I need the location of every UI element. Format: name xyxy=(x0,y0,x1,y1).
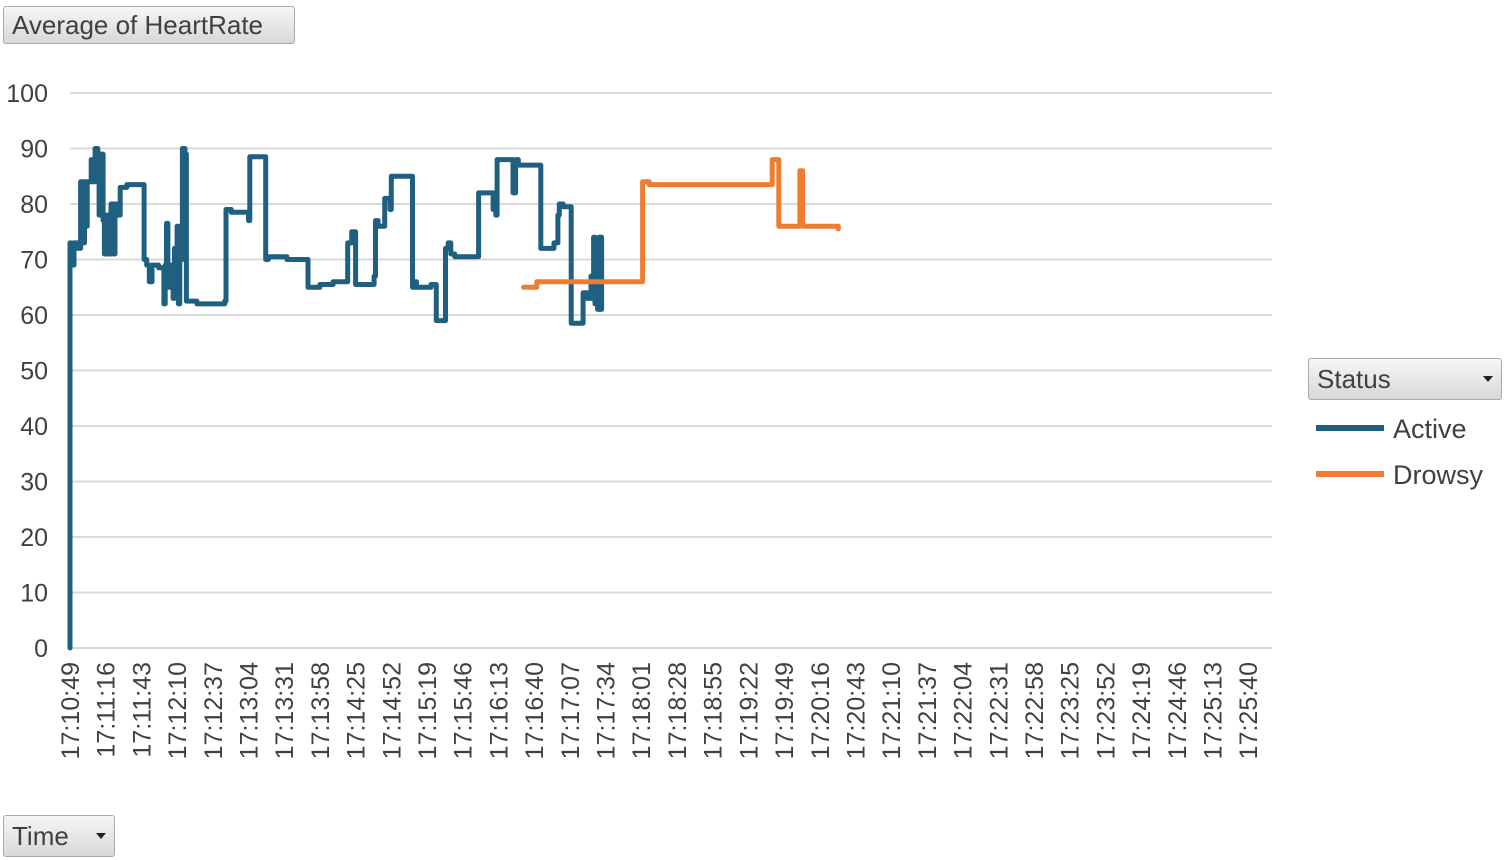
legend-label-drowsy: Drowsy xyxy=(1393,460,1484,490)
legend-label-active: Active xyxy=(1393,414,1467,444)
legend-field-button[interactable]: Status xyxy=(1308,358,1502,400)
x-tick-label: 17:18:28 xyxy=(664,662,692,759)
x-tick-label: 17:13:31 xyxy=(271,662,299,759)
legend-field-label: Status xyxy=(1317,363,1391,394)
value-field-label: Average of HeartRate xyxy=(12,9,263,40)
y-tick-label: 70 xyxy=(20,247,48,275)
y-tick-label: 50 xyxy=(20,358,48,386)
x-tick-label: 17:12:37 xyxy=(200,662,228,759)
y-tick-label: 90 xyxy=(20,136,48,164)
series-line-active xyxy=(67,146,605,651)
x-tick-label: 17:21:37 xyxy=(914,662,942,759)
legend: Active Drowsy xyxy=(1316,414,1484,490)
x-tick-label: 17:19:49 xyxy=(771,662,799,759)
x-axis-tick-labels: 17:10:49 17:11:16 17:11:43 17:12:10 17:12:37… xyxy=(57,662,1263,759)
x-tick-label: 17:14:25 xyxy=(343,662,371,759)
gridlines xyxy=(70,92,1272,649)
x-tick-label: 17:18:01 xyxy=(628,662,656,759)
x-tick-label: 17:20:43 xyxy=(842,662,870,759)
x-tick-label: 17:24:46 xyxy=(1164,662,1192,759)
y-tick-label: 30 xyxy=(20,469,48,497)
x-tick-label: 17:22:31 xyxy=(985,662,1013,759)
y-axis-tick-labels: 0 10 20 30 40 50 60 70 80 90 100 xyxy=(6,80,48,663)
dropdown-caret-icon[interactable] xyxy=(96,833,106,839)
x-tick-label: 17:23:52 xyxy=(1092,662,1120,759)
x-tick-label: 17:25:13 xyxy=(1199,662,1227,759)
x-tick-label: 17:12:10 xyxy=(164,662,192,759)
y-tick-label: 10 xyxy=(20,580,48,608)
value-field-button[interactable]: Average of HeartRate xyxy=(3,6,295,44)
axis-field-label: Time xyxy=(12,820,69,851)
x-tick-label: 17:13:04 xyxy=(236,662,264,759)
y-tick-label: 20 xyxy=(20,524,48,552)
x-tick-label: 17:17:34 xyxy=(593,662,621,759)
x-tick-label: 17:22:58 xyxy=(1021,662,1049,759)
x-tick-label: 17:18:55 xyxy=(700,662,728,759)
y-tick-label: 40 xyxy=(20,413,48,441)
y-tick-label: 100 xyxy=(6,80,48,108)
y-tick-label: 0 xyxy=(34,635,48,663)
x-tick-label: 17:10:49 xyxy=(57,662,85,759)
x-tick-label: 17:25:40 xyxy=(1235,662,1263,759)
x-tick-label: 17:11:43 xyxy=(128,662,156,757)
x-tick-label: 17:17:07 xyxy=(557,662,585,759)
x-tick-label: 17:15:19 xyxy=(414,662,442,759)
x-tick-label: 17:14:52 xyxy=(378,662,406,759)
x-tick-label: 17:22:04 xyxy=(950,662,978,759)
x-tick-label: 17:19:22 xyxy=(735,662,763,759)
series-lines xyxy=(67,146,841,651)
x-tick-label: 17:11:16 xyxy=(93,662,121,757)
y-tick-label: 80 xyxy=(20,191,48,219)
axis-field-button[interactable]: Time xyxy=(3,815,115,857)
x-tick-label: 17:16:13 xyxy=(485,662,513,759)
dropdown-caret-icon[interactable] xyxy=(1483,376,1493,382)
x-tick-label: 17:15:46 xyxy=(450,662,478,759)
x-tick-label: 17:24:19 xyxy=(1128,662,1156,759)
x-tick-label: 17:23:25 xyxy=(1057,662,1085,759)
x-tick-label: 17:16:40 xyxy=(521,662,549,759)
x-tick-label: 17:13:58 xyxy=(307,662,335,759)
y-tick-label: 60 xyxy=(20,302,48,330)
x-tick-label: 17:20:16 xyxy=(807,662,835,759)
x-tick-label: 17:21:10 xyxy=(878,662,906,759)
series-line-drowsy xyxy=(521,157,841,290)
